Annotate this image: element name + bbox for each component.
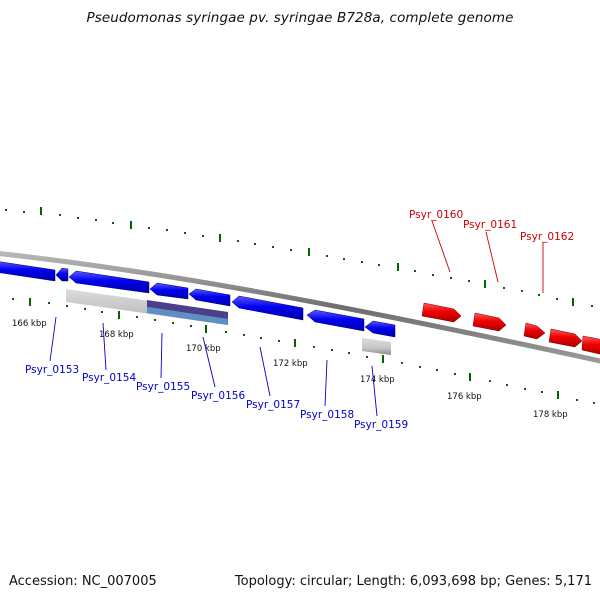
accession-text: Accession: NC_007005 xyxy=(9,574,157,589)
gene-arrow-reverse[interactable] xyxy=(0,261,56,282)
forward-gene-leaders xyxy=(431,220,544,293)
gene-leader-line xyxy=(259,346,271,397)
gene-arrow-reverse[interactable] xyxy=(149,282,189,300)
gene-leader-line xyxy=(49,316,57,362)
feature-bar-overlay-light[interactable] xyxy=(147,307,228,325)
gene-leader-line xyxy=(324,359,328,407)
tick-label: 170 kbp xyxy=(186,344,221,354)
tick-labels: 166 kbp 168 kbp 170 kbp 172 kbp 174 kbp … xyxy=(12,319,568,420)
gene-arrow-reverse[interactable] xyxy=(231,295,304,321)
gene-leader-line xyxy=(160,332,163,379)
inner-tick-ring xyxy=(12,298,595,404)
gene-arrow-reverse[interactable] xyxy=(188,288,231,307)
tick-label: 174 kbp xyxy=(360,375,395,385)
genome-stats-text: Topology: circular; Length: 6,093,698 bp… xyxy=(234,574,592,589)
page-title: Pseudomonas syringae pv. syringae B728a,… xyxy=(86,10,514,26)
gene-label-psyr-0159[interactable]: Psyr_0159 xyxy=(354,419,408,431)
gene-arrow-forward[interactable] xyxy=(472,312,507,332)
reverse-gene-leaders xyxy=(49,316,378,417)
gene-label-psyr-0156[interactable]: Psyr_0156 xyxy=(191,390,245,402)
gene-label-psyr-0154[interactable]: Psyr_0154 xyxy=(82,372,136,384)
gene-arrow-reverse[interactable] xyxy=(55,267,69,282)
gene-label-psyr-0153[interactable]: Psyr_0153 xyxy=(25,364,79,376)
forward-strand-genes xyxy=(421,302,600,355)
gene-leader-line xyxy=(371,365,378,417)
gene-leader-line xyxy=(485,231,499,283)
tick-label: 178 kbp xyxy=(533,410,568,420)
gene-leader-line xyxy=(102,322,107,371)
feature-bars xyxy=(66,289,391,355)
tick-label: 176 kbp xyxy=(447,392,482,402)
tick-label: 172 kbp xyxy=(273,359,308,369)
gene-arrow-forward[interactable] xyxy=(523,322,546,340)
gene-label-psyr-0157[interactable]: Psyr_0157 xyxy=(246,399,300,411)
feature-bar-overlay[interactable] xyxy=(147,300,228,319)
gene-arrow-reverse[interactable] xyxy=(68,270,150,294)
gene-arrow-forward[interactable] xyxy=(421,302,462,323)
feature-bar[interactable] xyxy=(362,338,391,355)
gene-arrow-reverse[interactable] xyxy=(364,320,396,338)
gene-arrow-forward[interactable] xyxy=(581,335,600,355)
gene-label-psyr-0160[interactable]: Psyr_0160 xyxy=(409,209,463,221)
gene-label-psyr-0161[interactable]: Psyr_0161 xyxy=(463,219,517,231)
forward-gene-labels: Psyr_0160 Psyr_0161 Psyr_0162 xyxy=(409,209,574,243)
genome-backbone xyxy=(0,251,600,364)
gene-leader-line xyxy=(202,336,216,388)
tick-label: 168 kbp xyxy=(99,330,134,340)
gene-label-psyr-0158[interactable]: Psyr_0158 xyxy=(300,409,354,421)
outer-tick-ring xyxy=(5,207,593,307)
gene-arrow-forward[interactable] xyxy=(548,328,583,348)
tick-label: 166 kbp xyxy=(12,319,47,329)
reverse-strand-genes xyxy=(0,261,396,338)
gene-arrow-reverse[interactable] xyxy=(306,309,365,332)
gene-leader-line xyxy=(431,220,451,273)
gene-label-psyr-0162[interactable]: Psyr_0162 xyxy=(520,231,574,243)
reverse-gene-labels: Psyr_0153 Psyr_0154 Psyr_0155 Psyr_0156 … xyxy=(25,364,408,431)
gene-label-psyr-0155[interactable]: Psyr_0155 xyxy=(136,381,190,393)
